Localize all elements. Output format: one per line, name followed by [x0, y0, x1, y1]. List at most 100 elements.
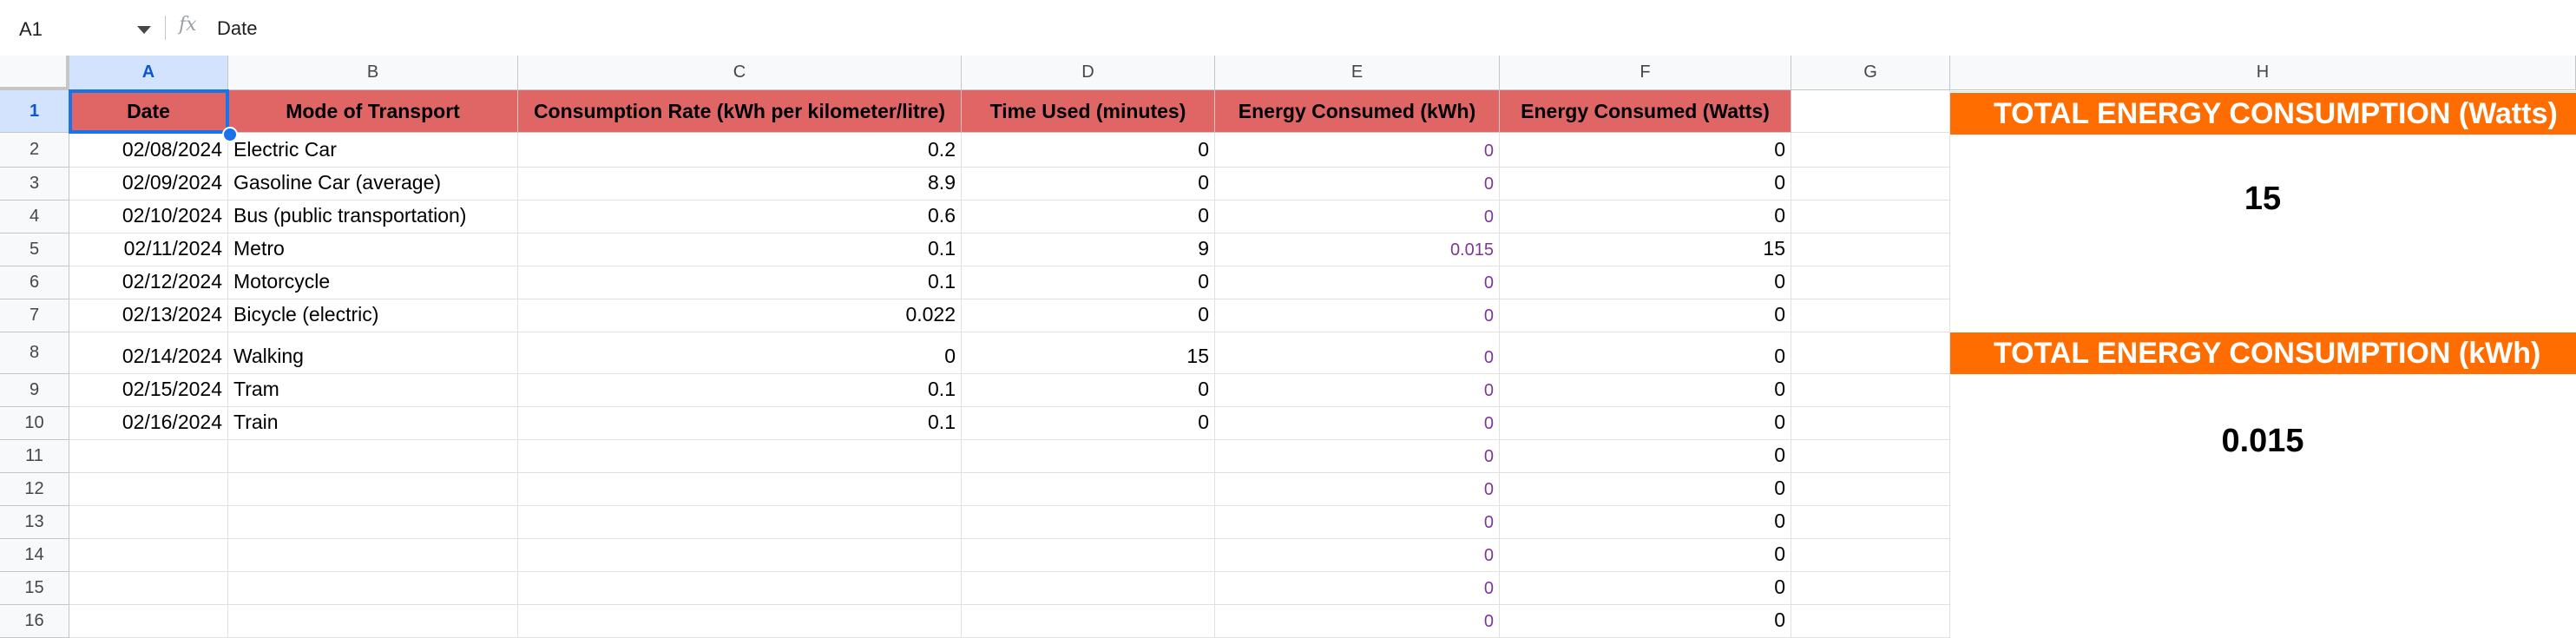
row-header-11[interactable]: 11 [0, 440, 69, 473]
cell-g[interactable] [1791, 506, 1950, 539]
cell-mode[interactable] [228, 440, 518, 473]
cell-time[interactable]: 0 [962, 133, 1215, 168]
cell-date[interactable]: 02/08/2024 [69, 133, 228, 168]
cell-rate[interactable]: 8.9 [518, 168, 962, 201]
cell-kwh[interactable]: 0 [1215, 539, 1500, 572]
select-all-corner[interactable] [0, 56, 69, 90]
row-header-13[interactable]: 13 [0, 506, 69, 539]
cell-watts[interactable]: 0 [1500, 506, 1791, 539]
cell-rate[interactable]: 0.1 [518, 407, 962, 440]
cell-rate[interactable]: 0.1 [518, 233, 962, 266]
cell-g[interactable] [1791, 299, 1950, 332]
cell-watts[interactable]: 0 [1500, 473, 1791, 506]
total-kwh-value[interactable]: 0.015 [2221, 423, 2304, 459]
cell-watts[interactable]: 0 [1500, 605, 1791, 638]
cell-mode[interactable] [228, 572, 518, 605]
row-header-6[interactable]: 6 [0, 266, 69, 299]
row-header-15[interactable]: 15 [0, 572, 69, 605]
row-header-12[interactable]: 12 [0, 473, 69, 506]
cell-kwh[interactable]: 0 [1215, 332, 1500, 374]
cell-watts[interactable]: 0 [1500, 332, 1791, 374]
total-kwh-banner[interactable]: TOTAL ENERGY CONSUMPTION (kWh) [1950, 332, 2576, 374]
cell-watts[interactable]: 0 [1500, 299, 1791, 332]
cell-date[interactable]: 02/11/2024 [69, 233, 228, 266]
cell-watts[interactable]: 0 [1500, 407, 1791, 440]
cell-kwh[interactable]: 0 [1215, 407, 1500, 440]
cell-date[interactable] [69, 506, 228, 539]
cell-rate[interactable]: 0 [518, 332, 962, 374]
column-header-e[interactable]: E [1215, 56, 1500, 90]
header-cell-date[interactable]: Date [69, 89, 229, 134]
header-cell-time[interactable]: Time Used (minutes) [962, 90, 1215, 133]
cell-kwh[interactable]: 0 [1215, 374, 1500, 407]
cell-date[interactable]: 02/12/2024 [69, 266, 228, 299]
cell-date[interactable]: 02/14/2024 [69, 332, 228, 374]
cell-mode[interactable]: Train [228, 407, 518, 440]
cell-date[interactable] [69, 440, 228, 473]
row-header-8[interactable]: 8 [0, 332, 69, 374]
cell-mode[interactable]: Bus (public transportation) [228, 201, 518, 233]
cell-mode[interactable]: Bicycle (electric) [228, 299, 518, 332]
cell-rate[interactable] [518, 440, 962, 473]
fill-handle[interactable] [222, 127, 238, 142]
total-watts-banner[interactable]: TOTAL ENERGY CONSUMPTION (Watts) [1950, 93, 2576, 135]
cell-rate[interactable] [518, 473, 962, 506]
cell-date[interactable] [69, 605, 228, 638]
cell-time[interactable] [962, 572, 1215, 605]
cell-date[interactable]: 02/09/2024 [69, 168, 228, 201]
cell-time[interactable]: 0 [962, 299, 1215, 332]
cell-date[interactable]: 02/15/2024 [69, 374, 228, 407]
total-watts-value[interactable]: 15 [2244, 181, 2282, 217]
row-header-14[interactable]: 14 [0, 539, 69, 572]
name-box[interactable]: A1 [7, 10, 154, 45]
cell-watts[interactable]: 0 [1500, 374, 1791, 407]
cell-rate[interactable]: 0.2 [518, 133, 962, 168]
cell-date[interactable]: 02/10/2024 [69, 201, 228, 233]
chevron-down-icon[interactable] [137, 26, 151, 34]
row-header-10[interactable]: 10 [0, 407, 69, 440]
cell-date[interactable] [69, 539, 228, 572]
cell-kwh[interactable]: 0 [1215, 133, 1500, 168]
cell-watts[interactable]: 0 [1500, 572, 1791, 605]
cell-date[interactable] [69, 473, 228, 506]
cell-time[interactable]: 0 [962, 407, 1215, 440]
cell-watts[interactable]: 0 [1500, 440, 1791, 473]
cell-g[interactable] [1791, 572, 1950, 605]
cell-time[interactable] [962, 605, 1215, 638]
cell-rate[interactable] [518, 506, 962, 539]
row-header-2[interactable]: 2 [0, 133, 69, 168]
cell-time[interactable] [962, 539, 1215, 572]
cell-rate[interactable]: 0.1 [518, 266, 962, 299]
header-cell-watts[interactable]: Energy Consumed (Watts) [1500, 90, 1791, 133]
cell-kwh[interactable]: 0 [1215, 473, 1500, 506]
cell-watts[interactable]: 0 [1500, 266, 1791, 299]
cell-mode[interactable] [228, 506, 518, 539]
cell-time[interactable]: 0 [962, 374, 1215, 407]
cell-mode[interactable]: Walking [228, 332, 518, 374]
cell-g[interactable] [1791, 266, 1950, 299]
column-header-b[interactable]: B [228, 56, 518, 90]
cell-g[interactable] [1791, 332, 1950, 374]
cell-g[interactable] [1791, 473, 1950, 506]
cell-mode[interactable]: Electric Car [228, 133, 518, 168]
cell-g[interactable] [1791, 233, 1950, 266]
cell-date[interactable] [69, 572, 228, 605]
column-header-c[interactable]: C [518, 56, 962, 90]
cell-watts[interactable]: 0 [1500, 539, 1791, 572]
cell-mode[interactable]: Metro [228, 233, 518, 266]
cell-g[interactable] [1791, 168, 1950, 201]
cell-time[interactable] [962, 440, 1215, 473]
cell-time[interactable] [962, 506, 1215, 539]
cell-watts[interactable]: 0 [1500, 133, 1791, 168]
cell-mode[interactable]: Motorcycle [228, 266, 518, 299]
row-header-7[interactable]: 7 [0, 299, 69, 332]
header-cell-rate[interactable]: Consumption Rate (kWh per kilometer/litr… [518, 90, 962, 133]
cell-time[interactable]: 9 [962, 233, 1215, 266]
cell-kwh[interactable]: 0 [1215, 299, 1500, 332]
cell-rate[interactable]: 0.6 [518, 201, 962, 233]
header-cell-mode[interactable]: Mode of Transport [228, 90, 518, 133]
cell-rate[interactable] [518, 572, 962, 605]
cell-kwh[interactable]: 0 [1215, 201, 1500, 233]
row-header-3[interactable]: 3 [0, 168, 69, 201]
cell-rate[interactable]: 0.1 [518, 374, 962, 407]
